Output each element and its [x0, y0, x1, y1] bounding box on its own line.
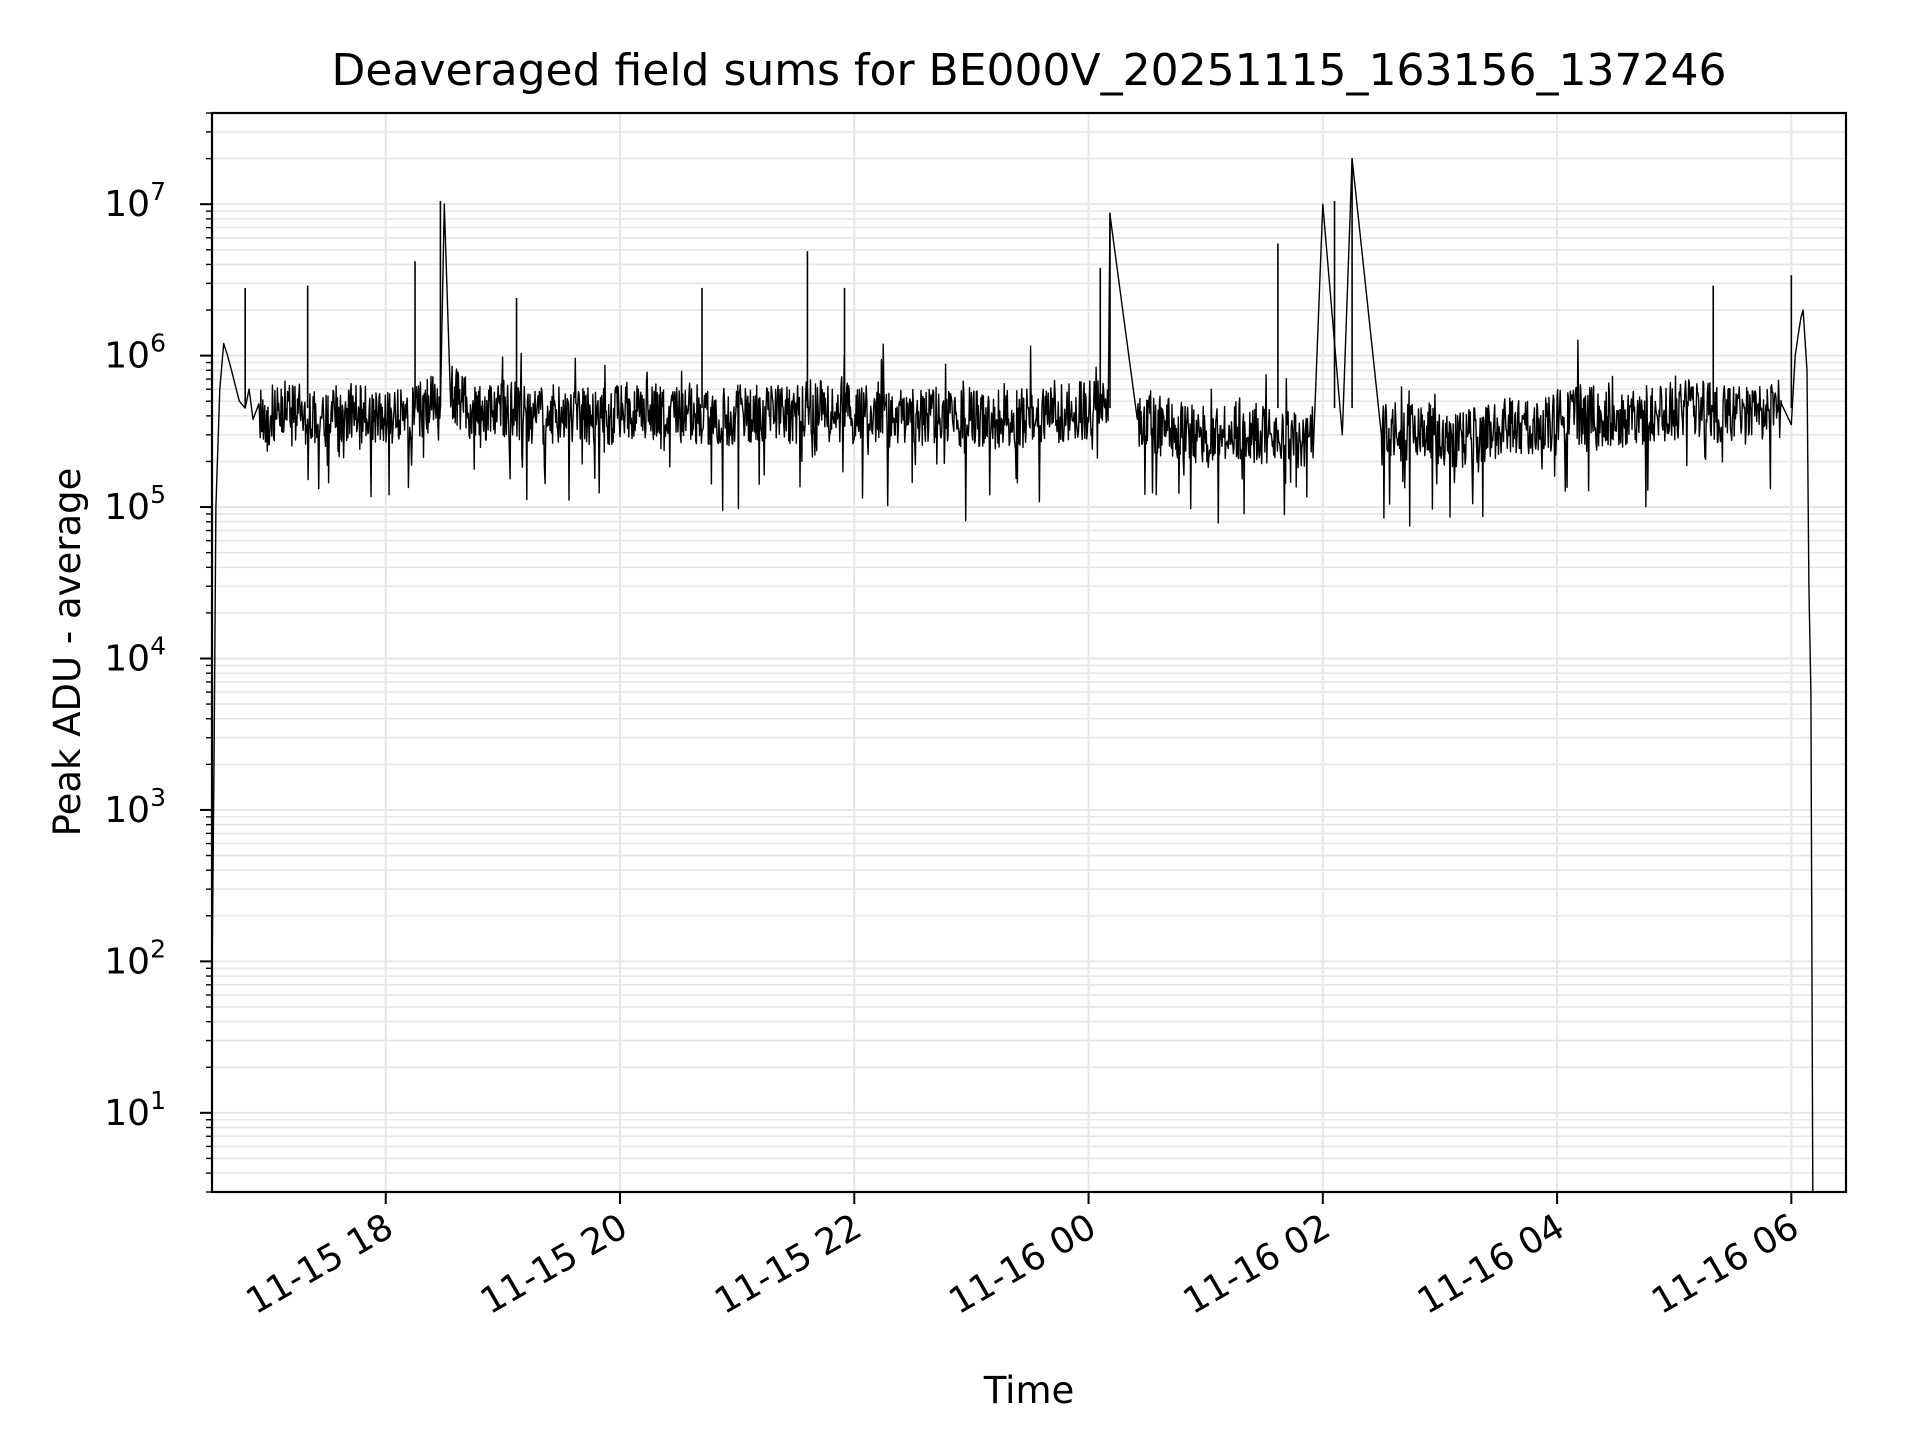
y-axis-label: Peak ADU - average: [46, 468, 89, 837]
chart-title: Deaveraged field sums for BE000V_2025111…: [332, 45, 1727, 96]
y-tick-label: 104: [104, 631, 166, 679]
y-axis-ticks: 101 102 103 104 105 106 107: [104, 112, 212, 1193]
series-line: [211, 157, 1817, 1193]
y-tick-label: 106: [104, 329, 166, 377]
y-tick-label: 103: [104, 783, 166, 831]
y-tick-label: 107: [104, 177, 166, 225]
y-tick-label: 102: [104, 934, 166, 982]
plot-frame: [210, 111, 1848, 1194]
y-tick-label: 101: [104, 1086, 166, 1134]
series-layer: [211, 157, 1817, 1193]
y-tick-label: 105: [104, 480, 166, 528]
x-axis-label: Time: [983, 1369, 1075, 1412]
